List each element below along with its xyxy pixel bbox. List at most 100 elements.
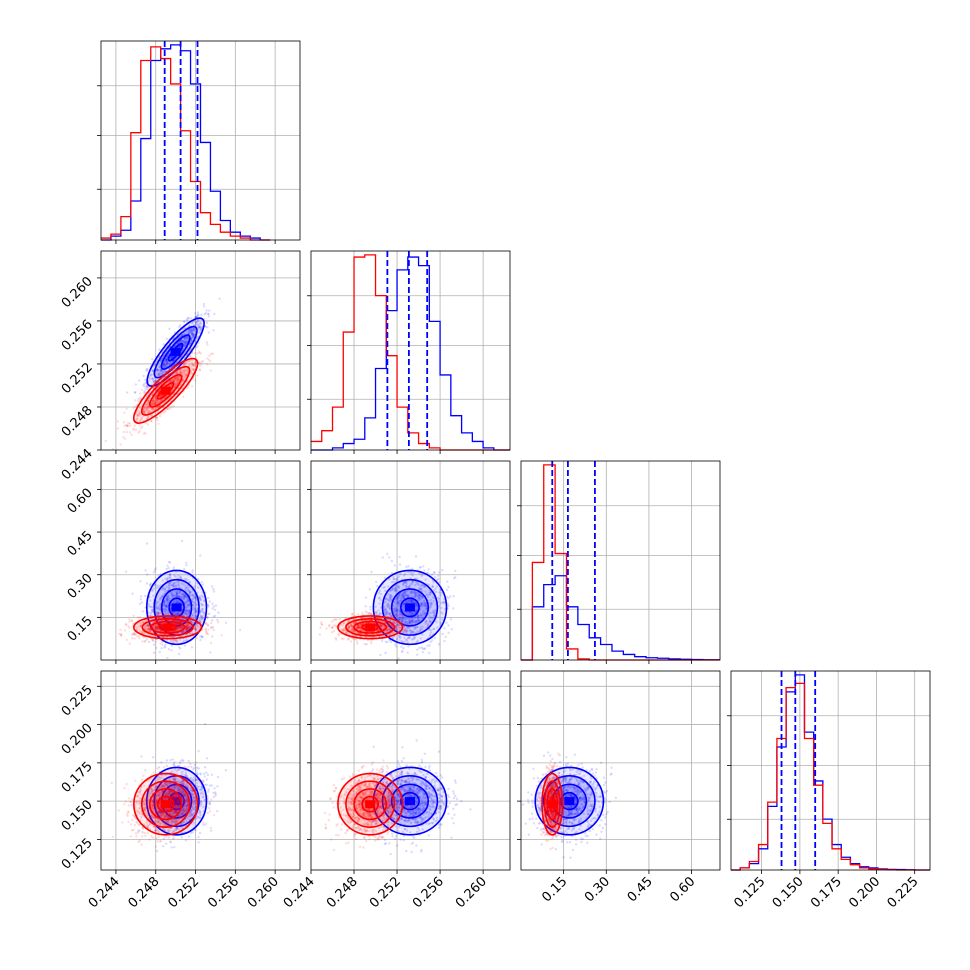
scatter-point: [182, 374, 185, 378]
scatter-point: [190, 330, 194, 333]
scatter-point: [407, 612, 410, 616]
scatter-point: [421, 647, 424, 650]
scatter-point: [144, 409, 148, 412]
scatter-point: [156, 625, 159, 629]
scatter-point: [186, 633, 189, 636]
scatter-point: [425, 603, 428, 607]
scatter-point: [376, 629, 380, 632]
scatter-point: [396, 601, 400, 605]
scatter-point: [211, 602, 214, 605]
scatter-point: [151, 378, 155, 381]
scatter-point: [126, 424, 129, 428]
scatter-point: [197, 314, 200, 317]
scatter-point: [177, 376, 180, 379]
scatter-point: [206, 632, 210, 636]
scatter-point: [383, 585, 386, 589]
scatter-point: [160, 595, 163, 599]
scatter-point: [155, 626, 158, 629]
scatter-point: [148, 629, 151, 632]
scatter-point: [205, 632, 208, 635]
scatter-point: [177, 574, 180, 577]
scatter-point: [411, 620, 415, 624]
scatter-point: [169, 356, 173, 359]
scatter-point: [175, 382, 178, 385]
scatter-point: [193, 611, 196, 614]
scatter-point: [160, 372, 164, 375]
scatter-point: [186, 578, 189, 582]
scatter-point: [183, 596, 186, 599]
scatter-point: [178, 601, 181, 604]
scatter-point: [327, 625, 331, 628]
scatter-point: [438, 581, 441, 584]
scatter-point: [450, 628, 453, 631]
scatter-point: [395, 578, 398, 581]
scatter-point: [162, 587, 166, 590]
scatter-point: [415, 620, 418, 623]
scatter-point: [198, 619, 201, 622]
scatter-point: [411, 630, 414, 633]
scatter-point: [142, 411, 146, 414]
scatter-point: [179, 624, 182, 628]
scatter-point: [198, 627, 201, 630]
scatter-point: [184, 360, 188, 364]
scatter-point: [184, 629, 187, 632]
scatter-point: [184, 372, 187, 375]
scatter-point: [191, 333, 194, 336]
scatter-point: [132, 428, 135, 431]
scatter-point: [397, 585, 400, 589]
scatter-point: [156, 405, 160, 409]
scatter-point: [160, 370, 164, 373]
scatter-point: [141, 425, 144, 428]
scatter-point: [173, 574, 176, 577]
scatter-point: [186, 623, 189, 627]
scatter-point: [150, 401, 154, 404]
scatter-point: [378, 612, 382, 615]
scatter-point: [160, 394, 164, 397]
scatter-point: [193, 363, 197, 367]
scatter-point: [123, 411, 126, 414]
scatter-point: [164, 643, 167, 646]
scatter-point: [150, 383, 153, 387]
scatter-point: [152, 400, 155, 403]
scatter-point: [167, 583, 171, 587]
scatter-point: [194, 614, 197, 617]
scatter-point: [386, 605, 389, 609]
scatter-point: [166, 360, 169, 364]
scatter-point: [168, 597, 171, 600]
scatter-point: [396, 623, 399, 627]
scatter-point: [138, 411, 141, 414]
scatter-point: [137, 397, 140, 401]
density-peak: [170, 348, 181, 357]
scatter-point: [433, 571, 436, 575]
scatter-point: [111, 447, 114, 450]
scatter-point: [382, 586, 385, 589]
scatter-point: [202, 305, 206, 308]
scatter-point: [182, 583, 186, 586]
scatter-point: [201, 608, 204, 611]
scatter-point: [178, 591, 181, 595]
scatter-point: [191, 363, 195, 366]
scatter-point: [144, 407, 147, 410]
scatter-point: [142, 620, 145, 623]
scatter-point: [200, 580, 203, 584]
scatter-point: [195, 617, 198, 621]
scatter-point: [211, 585, 214, 588]
scatter-point: [153, 408, 157, 411]
scatter-point: [149, 605, 152, 608]
scatter-point: [171, 593, 174, 596]
scatter-point: [210, 621, 213, 625]
scatter-point: [409, 582, 412, 586]
scatter-point: [437, 600, 440, 603]
scatter-point: [139, 420, 142, 423]
scatter-point: [419, 614, 423, 617]
scatter-point: [398, 618, 401, 621]
scatter-point: [186, 613, 190, 616]
scatter-point: [151, 638, 155, 642]
scatter-point: [353, 637, 356, 641]
scatter-point: [178, 620, 181, 623]
scatter-point: [179, 383, 182, 386]
scatter-point: [203, 613, 206, 616]
scatter-point: [140, 388, 144, 392]
scatter-point: [194, 610, 197, 613]
scatter-point: [369, 608, 372, 611]
